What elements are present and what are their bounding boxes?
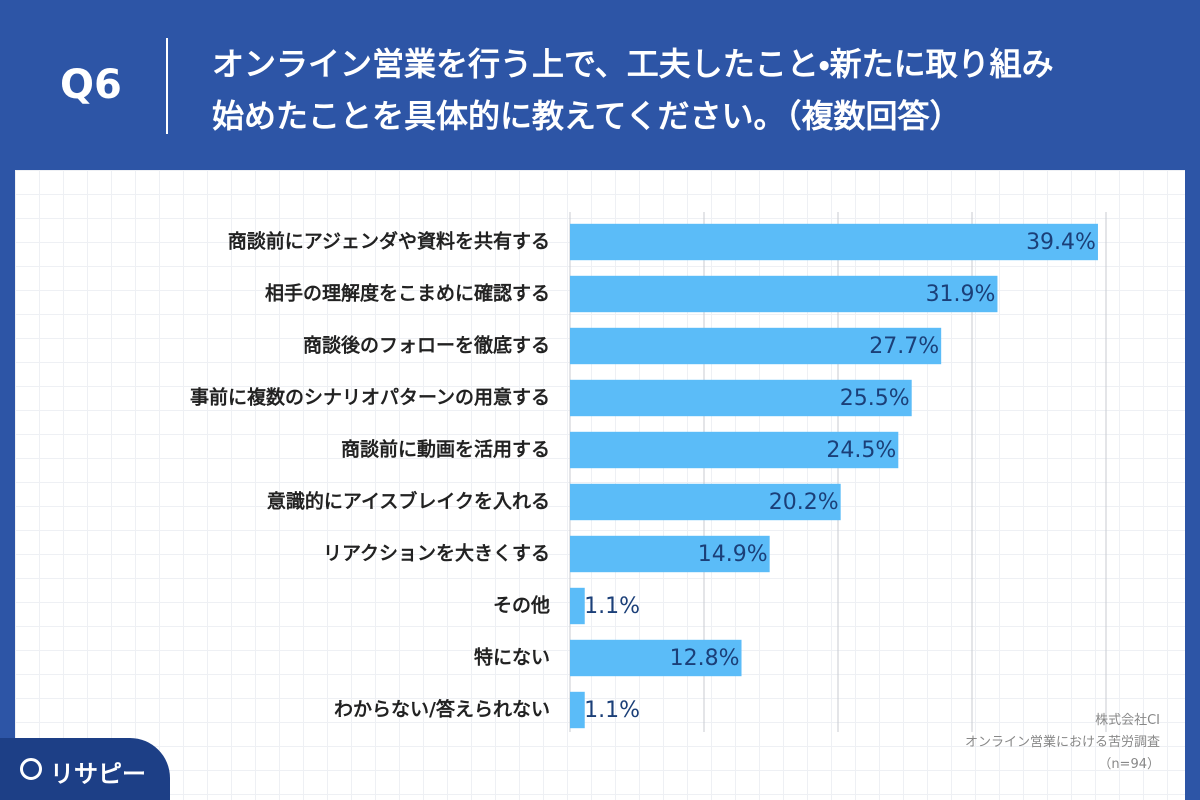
note: 株式会社CI	[1095, 713, 1160, 728]
logo: リサピー	[0, 738, 170, 800]
value-label: 12.8%	[670, 646, 740, 671]
value-label: 1.1%	[584, 594, 640, 619]
category-label: 商談前に動画を活用する	[341, 438, 550, 461]
category-label: その他	[493, 594, 550, 617]
value-label: 20.2%	[769, 490, 839, 515]
bar	[570, 691, 585, 729]
bar	[570, 223, 1098, 261]
notes: 株式会社CI オンライン営業における苦労調査 （n=94）	[965, 710, 1160, 776]
bar	[570, 431, 899, 469]
value-label: 25.5%	[840, 386, 910, 411]
bar	[570, 275, 998, 313]
category-label: 商談後のフォローを徹底する	[303, 334, 550, 357]
category-label: 事前に複数のシナリオパターンの用意する	[190, 386, 550, 409]
bar	[570, 535, 770, 573]
title-line: 始めたことを具体的に教えてください。（複数回答）	[212, 97, 962, 135]
separator	[166, 38, 168, 134]
category-label: 相手の理解度をこまめに確認する	[265, 282, 550, 305]
bar	[570, 587, 585, 625]
question-number: Q6	[60, 62, 122, 108]
value-label: 24.5%	[826, 438, 896, 463]
bar	[570, 483, 841, 521]
bar	[570, 639, 742, 677]
category-label: わからない/答えられない	[334, 698, 550, 721]
value-label: 39.4%	[1026, 230, 1096, 255]
value-label: 1.1%	[584, 698, 640, 723]
category-label: 特にない	[474, 647, 550, 669]
category-label: リアクションを大きくする	[323, 542, 550, 565]
note: オンライン営業における苦労調査	[964, 735, 1160, 750]
value-label: 14.9%	[698, 542, 768, 567]
value-label: 27.7%	[869, 334, 939, 359]
value-label: 31.9%	[926, 282, 996, 307]
bar	[570, 379, 912, 417]
category-label: 意識的にアイスブレイクを入れる	[267, 490, 550, 513]
title-line: オンライン営業を行う上で、工夫したこと・新たに取り組み	[212, 45, 1054, 83]
note: （n=94）	[1098, 757, 1160, 772]
category-label: 商談前にアジェンダや資料を共有する	[228, 230, 550, 253]
bar	[570, 327, 942, 365]
title: オンライン営業を行う上で、工夫したこと・新たに取り組み 始めたことを具体的に教え…	[212, 38, 1054, 142]
logo-text: リサピー	[50, 760, 146, 788]
